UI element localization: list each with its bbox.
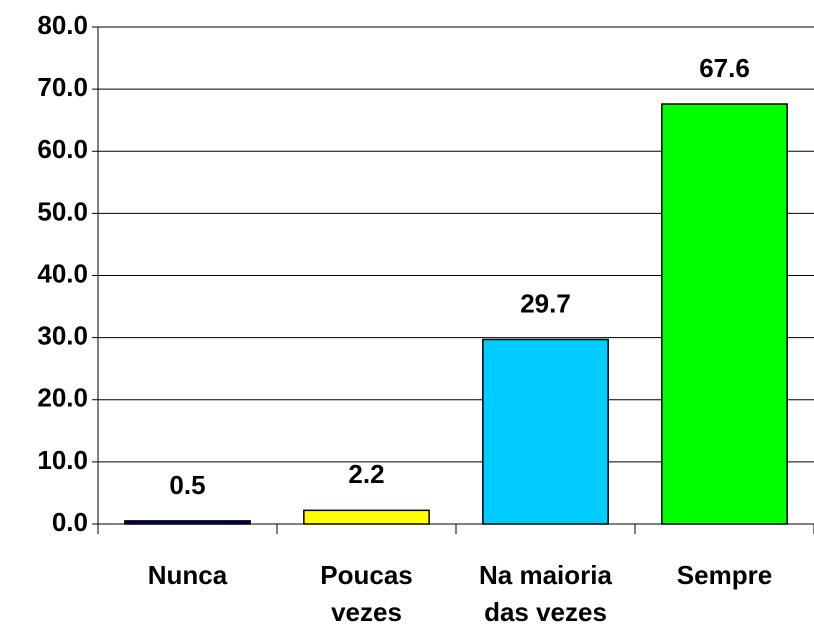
y-tick-label: 30.0 bbox=[37, 321, 88, 351]
x-tick-label: Sempre bbox=[677, 560, 772, 590]
data-label: 29.7 bbox=[520, 288, 571, 318]
y-tick-label: 60.0 bbox=[37, 134, 88, 164]
bar bbox=[661, 103, 788, 525]
x-tick-label: Poucas vezes bbox=[320, 560, 413, 627]
y-tick-label: 10.0 bbox=[37, 445, 88, 475]
bar bbox=[124, 520, 251, 525]
bar bbox=[303, 509, 430, 525]
y-tick-label: 70.0 bbox=[37, 72, 88, 102]
x-tick-label: Nunca bbox=[148, 560, 228, 590]
y-tick-label: 0.0 bbox=[52, 507, 88, 537]
data-label: 2.2 bbox=[348, 459, 384, 489]
x-tick-label: Na maioria das vezes bbox=[479, 560, 612, 627]
y-tick-label: 80.0 bbox=[37, 10, 88, 40]
data-label: 67.6 bbox=[699, 53, 750, 83]
y-tick-label: 50.0 bbox=[37, 196, 88, 226]
y-tick-label: 20.0 bbox=[37, 383, 88, 413]
y-tick-label: 40.0 bbox=[37, 258, 88, 288]
data-label: 0.5 bbox=[169, 470, 205, 500]
bar bbox=[482, 338, 609, 525]
